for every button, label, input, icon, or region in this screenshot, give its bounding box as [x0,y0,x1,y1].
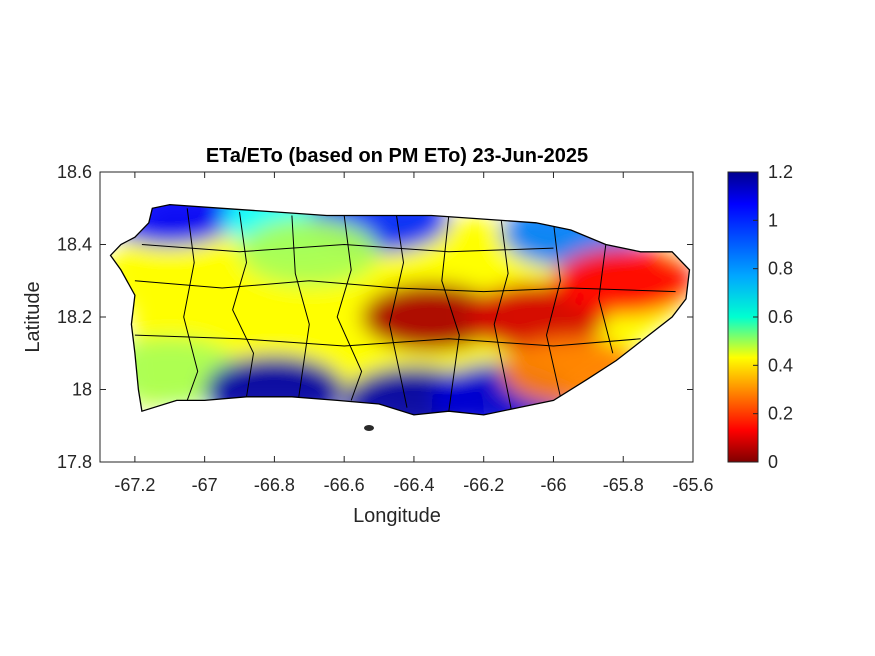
x-tick-label: -66.8 [254,475,295,495]
boundary-line-9 [134,280,676,293]
boundary-line-4 [388,215,408,408]
boundary-line-5 [441,215,460,412]
colorbar-tick-label: 0 [768,452,778,472]
x-axis-label: Longitude [353,505,441,527]
colorbar-tick-label: 0.8 [768,259,793,279]
heatmap-region-6 [361,283,502,351]
municipal-boundaries [134,208,676,412]
boundary-line-7 [545,222,561,397]
heatmap-region-8 [553,246,690,315]
boundary-line-10 [134,334,641,347]
x-tick-label: -66.4 [393,475,434,495]
island-outline [109,203,691,416]
colorbar-tick-label: 1.2 [768,162,793,182]
x-axis: -67.2 -67 -66.8 -66.6 -66.4 -66.2 -66 -65.8 -65.… [114,172,714,495]
boundary-line-11 [141,243,554,253]
y-tick-label: 18 [72,380,92,400]
x-tick-label: -65.8 [603,475,644,495]
colorbar-tick-label: 0.4 [768,355,793,375]
x-tick-label: -66.6 [324,475,365,495]
y-tick-label: 18.4 [57,235,92,255]
y-axis: 17.8 18 18.2 18.4 18.6 [57,162,693,472]
colorbar-tick-label: 0.2 [768,404,793,424]
y-axis-label: Latitude [22,281,44,352]
x-tick-label: -67 [192,475,218,495]
boundary-line-3 [336,215,363,401]
small-island [364,425,374,431]
boundary-line-1 [232,211,255,397]
colorbar-axis: 0 0.2 0.4 0.6 0.8 1 1.2 [753,162,793,472]
y-tick-label: 18.2 [57,307,92,327]
x-tick-label: -66 [540,475,566,495]
x-tick-label: -66.2 [463,475,504,495]
boundary-line-2 [291,215,310,397]
y-tick-label: 17.8 [57,452,92,472]
y-tick-label: 18.6 [57,162,92,182]
boundary-line-8 [598,244,614,354]
boundary-line-0 [183,208,199,401]
boundary-line-6 [493,219,513,412]
x-tick-label: -65.6 [672,475,713,495]
heatmap-region-5 [239,217,380,286]
chart-title: ETa/ETo (based on PM ETo) 23-Jun-2025 [206,145,588,167]
colorbar-tick-label: 0.6 [768,307,793,327]
colorbar-tick-label: 1 [768,210,778,230]
x-tick-label: -67.2 [114,475,155,495]
